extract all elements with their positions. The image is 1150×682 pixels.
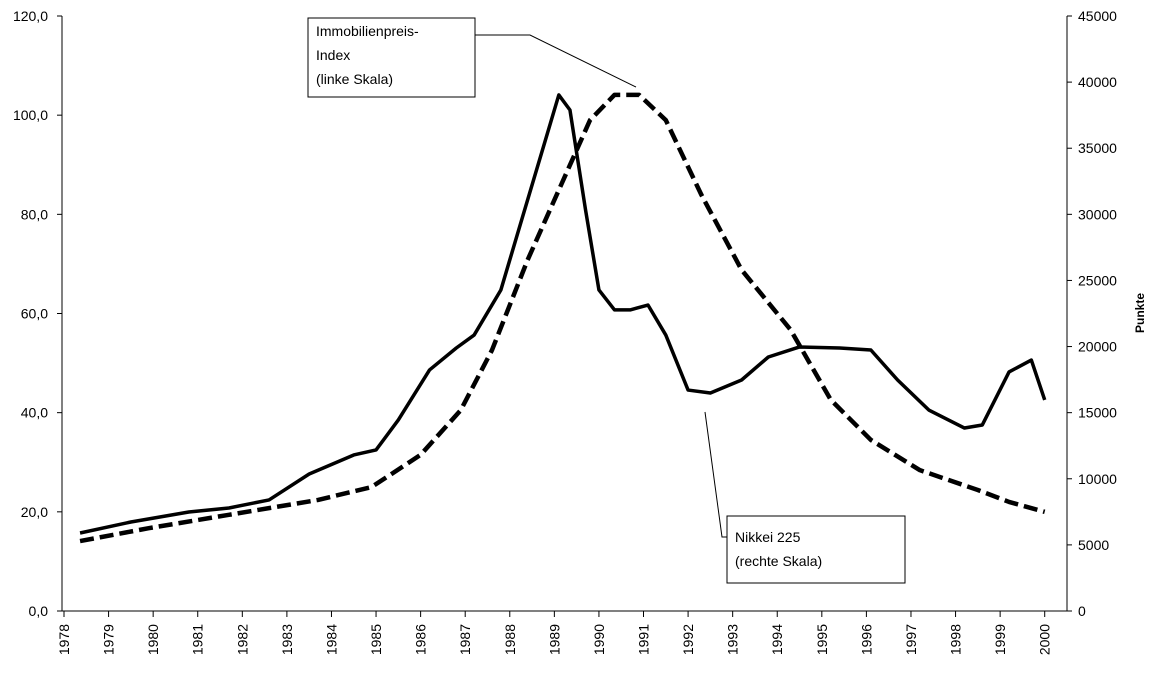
x-tick-label: 1997 bbox=[903, 624, 919, 655]
x-tick-label: 1985 bbox=[368, 624, 384, 655]
annotation: Immobilienpreis- Index (linke Skala) bbox=[316, 23, 419, 87]
x-tick-label: 1991 bbox=[636, 624, 652, 655]
annotation-box bbox=[726, 515, 906, 584]
y-tick-label: 20,0 bbox=[21, 504, 48, 520]
x-tick-label: 1978 bbox=[56, 624, 72, 655]
y2-tick-label: 0 bbox=[1078, 603, 1086, 619]
x-tick-label: 2000 bbox=[1037, 624, 1053, 655]
x-tick-label: 1988 bbox=[502, 624, 518, 655]
x-tick-label: 1995 bbox=[814, 624, 830, 655]
y2-tick-label: 30000 bbox=[1078, 206, 1117, 222]
y2-tick-label: 5000 bbox=[1078, 537, 1109, 553]
x-tick-label: 1979 bbox=[101, 624, 117, 655]
annotation-box bbox=[307, 17, 476, 98]
annotation-leader bbox=[704, 411, 727, 538]
x-tick-label: 1996 bbox=[858, 624, 874, 655]
y2-tick-label: 45000 bbox=[1078, 8, 1117, 24]
x-tick-label: 1993 bbox=[725, 624, 741, 655]
x-tick-label: 1990 bbox=[591, 624, 607, 655]
x-tick-label: 1980 bbox=[145, 624, 161, 655]
y2-tick-label: 35000 bbox=[1078, 140, 1117, 156]
y2-tick-label: 25000 bbox=[1078, 272, 1117, 288]
x-tick-label: 1999 bbox=[992, 624, 1008, 655]
annotation-line: (linke Skala) bbox=[316, 71, 393, 87]
series-line bbox=[79, 92, 1046, 544]
x-tick-label: 1989 bbox=[546, 624, 562, 655]
x-tick-label: 1982 bbox=[234, 624, 250, 655]
annotation-leader bbox=[475, 34, 637, 88]
y-tick-label: 40,0 bbox=[21, 405, 48, 421]
annotation-line: Nikkei 225 bbox=[735, 529, 801, 545]
y-tick-label: 100,0 bbox=[13, 107, 48, 123]
y2-tick-label: 10000 bbox=[1078, 471, 1117, 487]
annotation: Nikkei 225 (rechte Skala) bbox=[735, 529, 822, 569]
y2-tick-label: 15000 bbox=[1078, 405, 1117, 421]
x-tick-label: 1994 bbox=[769, 624, 785, 655]
annotation-line: (rechte Skala) bbox=[735, 553, 822, 569]
y-tick-label: 80,0 bbox=[21, 206, 48, 222]
y2-tick-label: 40000 bbox=[1078, 74, 1117, 90]
x-tick-label: 1983 bbox=[279, 624, 295, 655]
y-tick-label: 0,0 bbox=[29, 603, 49, 619]
x-tick-label: 1984 bbox=[323, 624, 339, 655]
x-tick-label: 1986 bbox=[413, 624, 429, 655]
annotation-line: Immobilienpreis- bbox=[316, 23, 419, 39]
series-line bbox=[79, 93, 1047, 535]
x-tick-label: 1992 bbox=[680, 624, 696, 655]
y2-tick-label: 20000 bbox=[1078, 339, 1117, 355]
x-tick-label: 1998 bbox=[948, 624, 964, 655]
y-tick-label: 120,0 bbox=[13, 8, 48, 24]
y-tick-label: 60,0 bbox=[21, 306, 48, 322]
annotation-line: Index bbox=[316, 47, 350, 63]
x-tick-label: 1987 bbox=[457, 624, 473, 655]
x-tick-label: 1981 bbox=[190, 624, 206, 655]
y2-axis-label: Punkte bbox=[1133, 293, 1147, 333]
